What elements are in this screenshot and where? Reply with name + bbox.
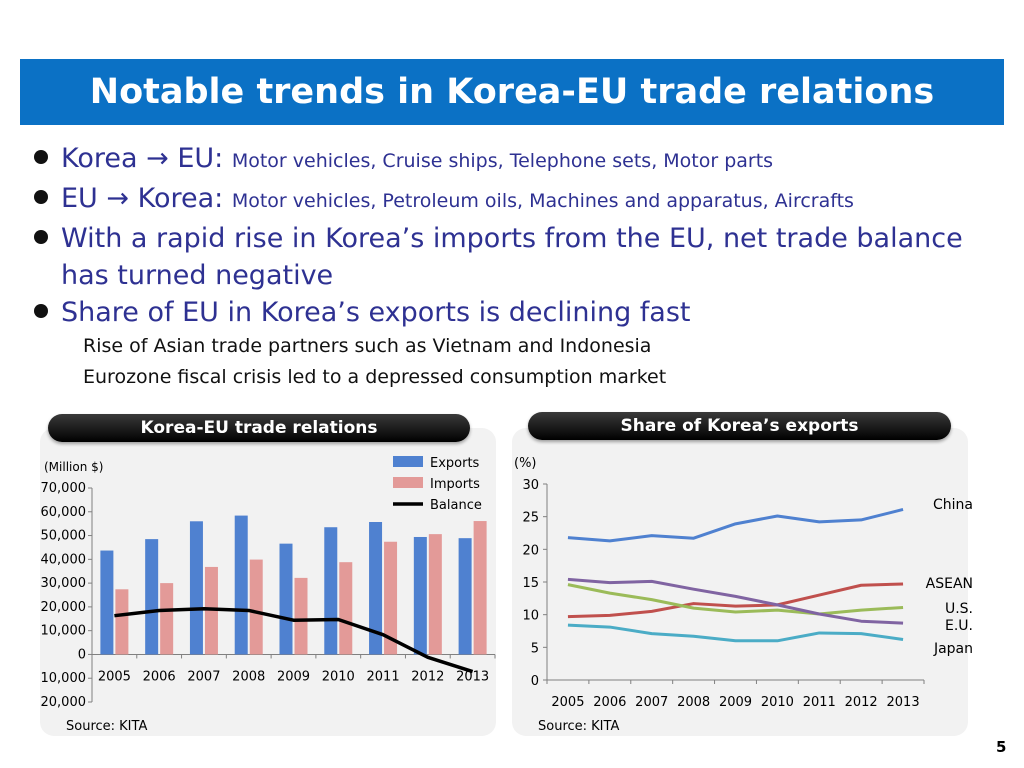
series-line-japan [567, 623, 904, 643]
y-tick-label: 60,000 [41, 505, 87, 520]
bullet-dot-icon [34, 230, 48, 244]
bar-imports [339, 562, 353, 655]
bar-exports [234, 515, 248, 655]
y-tick-label: 20 [522, 543, 539, 558]
x-tick-label: 2010 [761, 695, 794, 710]
y-tick-label: 10,000 [41, 624, 87, 639]
x-tick-label: 2013 [456, 669, 489, 684]
bar-exports [189, 521, 203, 655]
y-tick-label: 25 [522, 511, 539, 526]
bullet-list: Korea → EU: Motor vehicles, Cruise ships… [30, 140, 1000, 393]
legend-label: Exports [430, 456, 480, 471]
series-line-asean [567, 582, 904, 619]
y-tick-label: 30,000 [41, 576, 87, 591]
y-tick-label: 5 [531, 641, 539, 656]
bar-imports [473, 521, 487, 655]
x-tick-label: 2007 [187, 669, 220, 684]
x-tick-label: 2011 [803, 695, 836, 710]
y-tick-label: 30 [522, 478, 539, 493]
bar-imports [160, 583, 174, 655]
bullet-lead: With a rapid rise in Korea’s imports fro… [61, 223, 963, 291]
chart-source: Source: KITA [538, 719, 619, 734]
bullet-detail: Motor vehicles, Petroleum oils, Machines… [231, 190, 854, 212]
bullet-lead: Share of EU in Korea’s exports is declin… [61, 297, 691, 328]
series-label: E.U. [945, 618, 973, 634]
bar-exports [324, 527, 338, 655]
x-tick-label: 2008 [677, 695, 710, 710]
legend-label: Balance [430, 498, 482, 513]
series-line-us [567, 583, 904, 616]
bullet-detail: Motor vehicles, Cruise ships, Telephone … [231, 150, 774, 172]
x-tick-label: 2006 [143, 669, 176, 684]
series-line-eu [567, 577, 904, 625]
bar-exports [413, 536, 427, 655]
bullet-dot-icon [34, 150, 48, 164]
x-tick-label: 2012 [411, 669, 444, 684]
bar-imports [428, 534, 442, 655]
legend-swatch-exports [393, 456, 423, 467]
slide-title: Notable trends in Korea-EU trade relatio… [20, 59, 1004, 125]
legend-swatch-imports [393, 477, 423, 488]
bullet-item: Korea → EU: Motor vehicles, Cruise ships… [30, 140, 1000, 180]
x-tick-label: 2007 [635, 695, 668, 710]
series-label: U.S. [945, 601, 973, 617]
x-tick-label: 2006 [593, 695, 626, 710]
x-tick-label: 2008 [232, 669, 265, 684]
bar-exports [100, 550, 114, 655]
y-axis-label: (Million $) [44, 460, 103, 474]
y-tick-label: 40,000 [41, 552, 87, 567]
x-tick-label: 2011 [367, 669, 400, 684]
trade-chart-title: Korea-EU trade relations [48, 414, 470, 442]
bar-imports [115, 589, 129, 655]
trade-bar-chart: -20,000 -10,000 0 10,000 20,000 30,000 40,000 5… [40, 456, 496, 734]
sub-bullet: Eurozone fiscal crisis led to a depresse… [83, 366, 667, 388]
y-tick-label: 15 [522, 576, 539, 591]
bullet-item: Share of EU in Korea’s exports is declin… [30, 294, 1000, 331]
y-tick-label: -10,000 [40, 671, 86, 686]
bullet-item: With a rapid rise in Korea’s imports fro… [30, 220, 1000, 294]
x-tick-label: 2005 [98, 669, 131, 684]
bar-exports [458, 538, 472, 655]
bullet-item: EU → Korea: Motor vehicles, Petroleum oi… [30, 180, 1000, 220]
y-tick-label: 50,000 [41, 529, 87, 544]
chart-source: Source: KITA [66, 719, 147, 734]
bullet-lead: Korea → EU: [61, 143, 232, 174]
sub-bullet: Rise of Asian trade partners such as Vie… [83, 335, 652, 357]
x-tick-label: 2005 [551, 695, 584, 710]
bar-imports [249, 559, 263, 655]
x-tick-label: 2010 [322, 669, 355, 684]
y-tick-label: 70,000 [41, 481, 87, 496]
y-tick-label: 20,000 [41, 600, 87, 615]
bar-imports [384, 541, 398, 655]
series-label: Japan [933, 641, 973, 657]
y-tick-label: 0 [78, 647, 86, 662]
x-tick-label: 2013 [887, 695, 920, 710]
bullet-dot-icon [34, 304, 48, 318]
x-tick-label: 2009 [719, 695, 752, 710]
y-tick-label: 10 [522, 609, 539, 624]
bar-exports [279, 543, 293, 655]
y-axis-label: (%) [514, 456, 537, 471]
y-tick-label: 0 [531, 674, 539, 689]
balance-line [114, 607, 474, 674]
share-line-chart: 0 5 10 15 20 25 30 2005 2006 2007 2008 2009 2010 2011… [514, 456, 973, 734]
series-label: ASEAN [926, 576, 973, 592]
series-line-china [567, 508, 904, 543]
bar-exports [145, 539, 159, 655]
bar-exports [369, 522, 383, 655]
bullet-lead: EU → Korea: [61, 183, 232, 214]
x-tick-label: 2012 [845, 695, 878, 710]
share-chart-title: Share of Korea’s exports [528, 412, 951, 440]
y-tick-label: -20,000 [40, 695, 86, 710]
series-label: China [933, 497, 973, 513]
bar-imports [294, 577, 308, 655]
legend-label: Imports [430, 477, 480, 492]
page-number: 5 [996, 738, 1007, 756]
x-tick-label: 2009 [277, 669, 310, 684]
bullet-dot-icon [34, 190, 48, 204]
